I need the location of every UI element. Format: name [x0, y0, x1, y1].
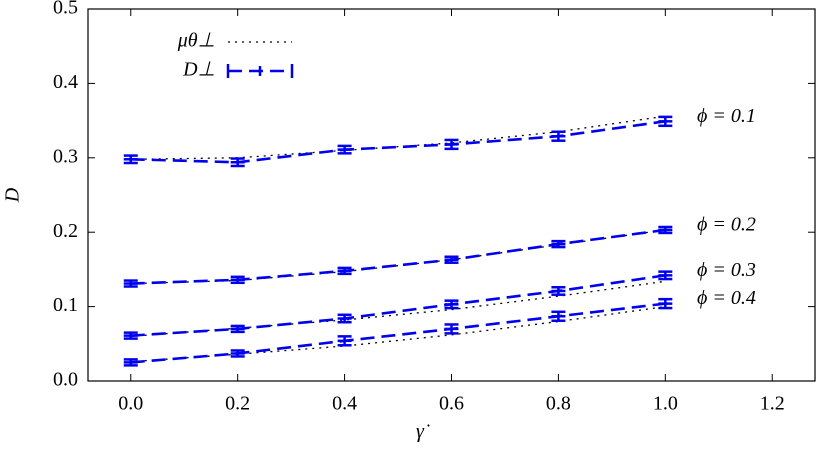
curve-label: ϕ = 0.3	[697, 259, 756, 281]
data-line	[130, 274, 666, 337]
x-axis-label: γ̇	[416, 421, 430, 443]
data-line	[130, 305, 666, 363]
curve-label: ϕ = 0.1	[697, 105, 756, 127]
data-line	[130, 228, 666, 285]
data-line	[130, 280, 666, 338]
legend-label: D⊥	[182, 59, 215, 81]
curve-label: ϕ = 0.2	[697, 214, 756, 236]
data-line	[130, 120, 666, 164]
curve-label: ϕ = 0.4	[697, 287, 756, 309]
y-tick-label: 0.0	[53, 369, 78, 391]
x-tick-label: 0.0	[118, 393, 143, 415]
x-tick-label: 0.2	[225, 393, 250, 415]
data-line	[130, 302, 666, 364]
y-axis-label: D	[2, 187, 24, 203]
y-tick-label: 0.3	[53, 145, 78, 167]
y-tick-label: 0.2	[53, 220, 78, 242]
data-line	[130, 229, 666, 285]
y-tick-label: 0.5	[53, 0, 78, 19]
y-tick-label: 0.4	[53, 71, 78, 93]
legend-label: μθ⊥	[177, 30, 215, 52]
x-tick-label: 0.4	[332, 393, 357, 415]
x-tick-label: 1.2	[760, 393, 785, 415]
data-line	[130, 115, 666, 160]
x-tick-label: 1.0	[653, 393, 678, 415]
x-tick-label: 0.8	[546, 393, 571, 415]
y-tick-label: 0.1	[53, 294, 78, 316]
x-tick-label: 0.6	[439, 393, 464, 415]
